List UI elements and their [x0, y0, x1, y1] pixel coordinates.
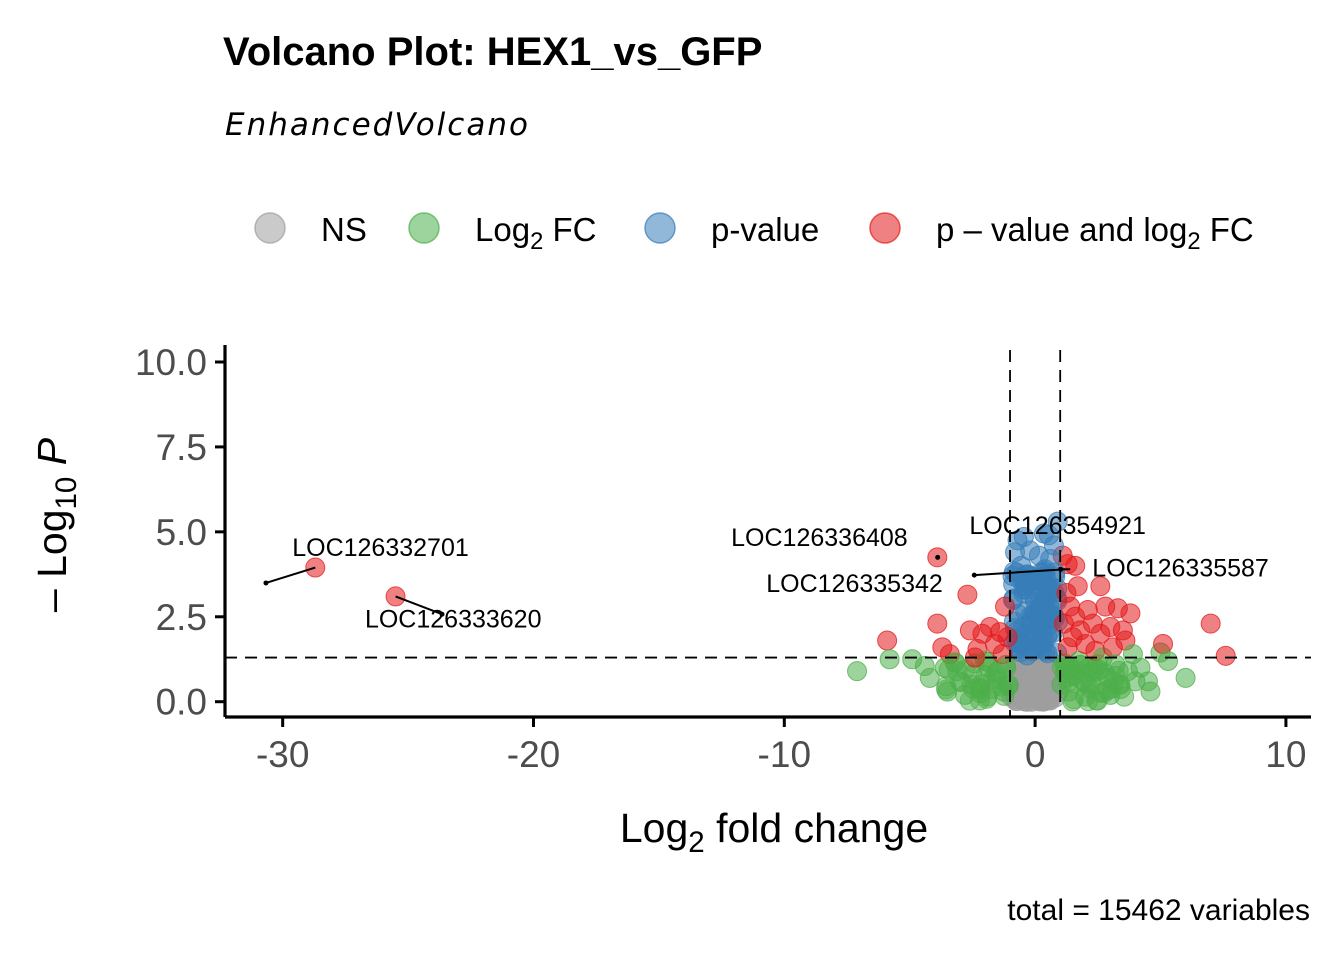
y-tick-label: 2.5 [156, 597, 207, 638]
chart-subtitle: EnhancedVolcano [225, 107, 530, 143]
gene-label: LOC126335587 [1092, 555, 1269, 583]
legend-swatch [254, 212, 286, 244]
legend-swatch [644, 212, 676, 244]
title-block: Volcano Plot: HEX1_vs_GFP EnhancedVolcan… [223, 30, 762, 143]
point-fc-p [877, 630, 898, 651]
gene-label: LOC126332701 [292, 534, 469, 562]
legend-swatch [408, 212, 440, 244]
point-fc [977, 686, 998, 707]
point-fc-p [1200, 613, 1221, 634]
legend-swatch [869, 212, 901, 244]
gene-label: LOC126333620 [365, 605, 542, 633]
y-tick-label: 10.0 [135, 342, 207, 383]
y-axis-ticks: 0.0 2.5 5.0 7.5 10.0 [135, 342, 225, 723]
gene-label: LOC126354921 [969, 512, 1146, 540]
point-fc [1140, 681, 1161, 702]
point-fc [1158, 650, 1179, 671]
connector-end [1058, 566, 1064, 572]
connector-end [971, 572, 977, 578]
point-fc [919, 667, 940, 688]
point-fc [847, 661, 868, 682]
axes: -30 -20 -10 0 10 0.0 2.5 5.0 7.5 10.0 [135, 342, 1311, 775]
gene-label-group: LOC126332701 [263, 534, 469, 586]
point-fc [998, 674, 1019, 695]
point-fc-p [1090, 576, 1111, 597]
point-fc-p [957, 584, 978, 605]
legend-label: p-value [711, 211, 819, 248]
legend-label: NS [321, 211, 367, 248]
gene-label: LOC126336408 [731, 524, 908, 552]
gene-label-group: LOC126354921 [969, 512, 1146, 540]
gene-label: LOC126335342 [766, 570, 943, 598]
legend: NS Log2 FC p-value p – value and log2 FC [254, 211, 1254, 255]
point-p [1047, 511, 1068, 532]
legend-item-p: p-value [644, 211, 819, 248]
connector-end [263, 580, 269, 586]
label-connector [974, 568, 1066, 577]
point-fc [996, 657, 1017, 678]
gene-labels: LOC126332701 LOC126333620 LOC126336408 LOC1… [263, 512, 1269, 633]
point-fc-p [1067, 576, 1088, 597]
point-fc [879, 649, 900, 670]
x-tick-label: -30 [256, 734, 309, 775]
legend-label: p – value and log2 FC [936, 211, 1254, 255]
label-connector [395, 595, 443, 616]
point-fc [1175, 667, 1196, 688]
gene-label-group: LOC126335342 [766, 568, 1066, 598]
gene-label-group: LOC126333620 [365, 595, 542, 633]
legend-item-ns: NS [254, 211, 367, 248]
plot-area: LOC126332701 LOC126333620 LOC126336408 LOC1… [225, 350, 1311, 717]
point-fc [947, 661, 968, 682]
chart-title: Volcano Plot: HEX1_vs_GFP [223, 30, 762, 74]
point-fc-p [1215, 645, 1236, 666]
x-tick-label: 0 [1025, 734, 1046, 775]
point-fc-p [1120, 603, 1141, 624]
connector-end [935, 554, 941, 560]
x-axis-ticks: -30 -20 -10 0 10 [256, 717, 1306, 775]
label-connector [265, 566, 316, 584]
legend-item-fc-p: p – value and log2 FC [869, 211, 1254, 255]
legend-label: Log2 FC [475, 211, 596, 255]
connector-end [439, 611, 445, 617]
point-fc [1075, 686, 1096, 707]
point-fc-p [995, 596, 1016, 617]
x-tick-label: -20 [507, 734, 560, 775]
x-tick-label: -10 [758, 734, 811, 775]
y-tick-label: 7.5 [156, 427, 207, 468]
point-fc-p [1153, 633, 1174, 654]
point-fc-p [927, 613, 948, 634]
point-p [1032, 639, 1053, 660]
y-tick-label: 0.0 [156, 682, 207, 723]
x-axis-title: Log2 fold change [620, 805, 928, 859]
point-fc [1100, 684, 1121, 705]
gene-label-group: LOC126335587 [1058, 555, 1269, 583]
point-p [1029, 597, 1050, 618]
point-p [1017, 564, 1038, 585]
caption: total = 15462 variables [1007, 894, 1310, 927]
points-layer [305, 511, 1236, 712]
y-tick-label: 5.0 [156, 512, 207, 553]
gene-label-group: LOC126336408 [731, 524, 941, 560]
threshold-lines [225, 350, 1311, 717]
legend-item-fc: Log2 FC [408, 211, 596, 255]
y-axis-title: – Log10 P [29, 437, 83, 612]
x-tick-label: 10 [1265, 734, 1306, 775]
point-fc-p [997, 627, 1018, 648]
point-fc [954, 684, 975, 705]
